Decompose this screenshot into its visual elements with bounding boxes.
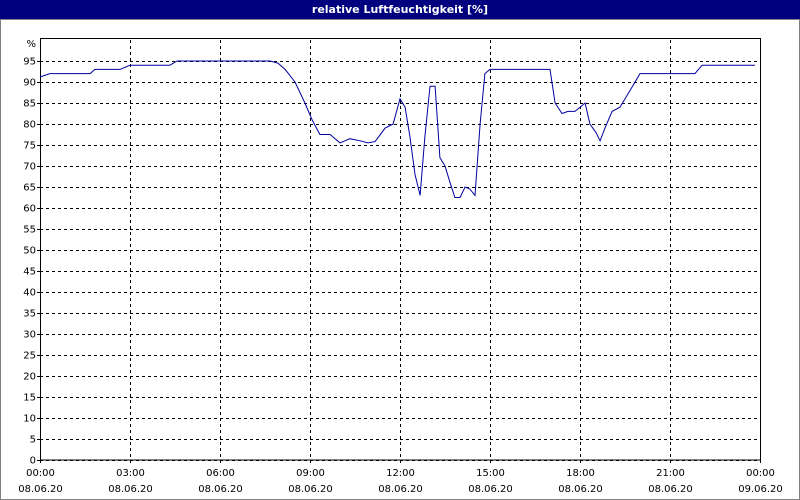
x-tick-label: 08.06.20: [468, 484, 513, 495]
y-tick-label: 85: [23, 99, 36, 110]
x-tick-label: 09.06.20: [738, 484, 783, 495]
y-tick-label: 35: [23, 309, 36, 320]
x-tick-label: 08.06.20: [198, 484, 243, 495]
x-tick-label: 06:00: [206, 468, 235, 479]
y-tick-label: 75: [23, 141, 36, 152]
x-tick-label: 00:00: [26, 468, 55, 479]
x-tick-label: 08.06.20: [378, 484, 423, 495]
title-bar: [0, 0, 800, 19]
x-tick-label: 08.06.20: [558, 484, 603, 495]
x-tick-label: 08.06.20: [18, 484, 63, 495]
y-unit: %: [26, 39, 36, 50]
plot-border: [40, 38, 761, 461]
y-tick-label: 15: [23, 393, 36, 404]
y-tick-label: 80: [23, 120, 36, 131]
x-tick-label: 03:00: [116, 468, 145, 479]
y-tick-label: 95: [23, 57, 36, 68]
y-tick-label: 20: [23, 372, 36, 383]
x-tick-label: 09:00: [296, 468, 325, 479]
x-tick-label: 00:00: [746, 468, 775, 479]
y-tick-label: 70: [23, 162, 36, 173]
y-tick-label: 45: [23, 267, 36, 278]
y-tick-label: 55: [23, 225, 36, 236]
x-tick-label: 15:00: [476, 468, 505, 479]
x-tick-label: 21:00: [656, 468, 685, 479]
y-tick-label: 25: [23, 351, 36, 362]
data-line: [39, 60, 755, 198]
y-tick-label: 30: [23, 330, 36, 341]
y-tick-label: 50: [23, 246, 36, 257]
x-tick-label: 12:00: [386, 468, 415, 479]
x-tick-label: 08.06.20: [648, 484, 693, 495]
y-tick-label: 90: [23, 78, 36, 89]
y-tick-label: 65: [23, 183, 36, 194]
y-tick-label: 40: [23, 288, 36, 299]
x-tick-label: 08.06.20: [108, 484, 153, 495]
chart-title: relative Luftfeuchtigkeit [%]: [312, 3, 488, 16]
y-tick-label: 0: [30, 456, 36, 467]
y-tick-label: 5: [30, 435, 36, 446]
y-tick-label: 10: [23, 414, 36, 425]
x-tick-label: 18:00: [566, 468, 595, 479]
y-tick-label: 60: [23, 204, 36, 215]
x-tick-label: 08.06.20: [288, 484, 333, 495]
